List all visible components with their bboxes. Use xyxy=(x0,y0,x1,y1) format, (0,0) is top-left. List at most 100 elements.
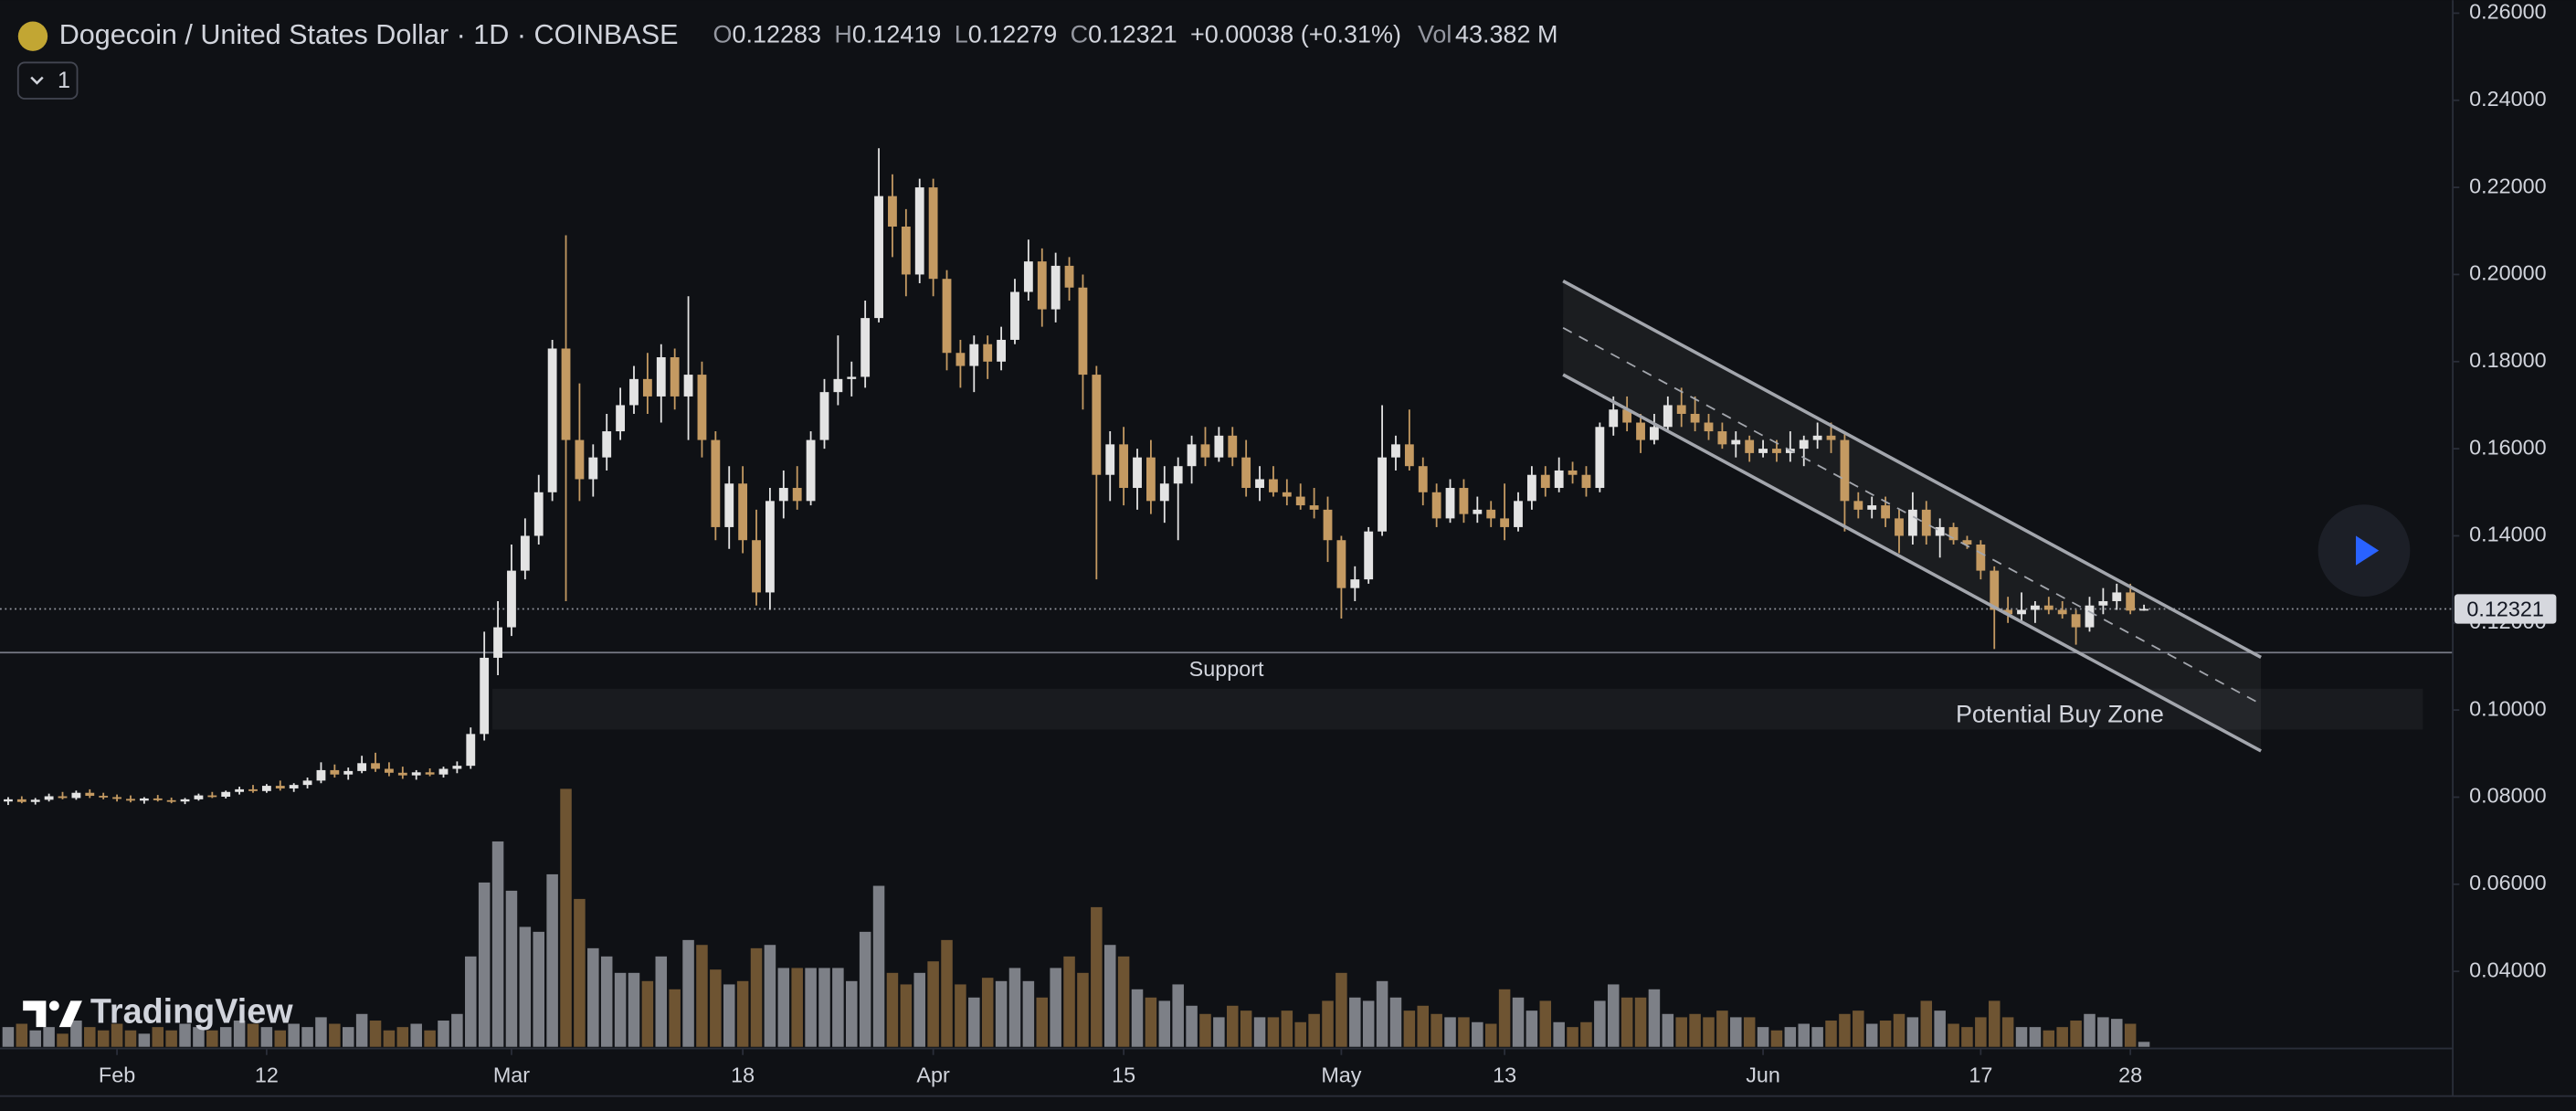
candle-body xyxy=(397,772,407,776)
volume-bar xyxy=(1580,1021,1592,1047)
volume-bar xyxy=(2111,1019,2123,1047)
candle-body xyxy=(1187,444,1197,467)
volume-bar xyxy=(396,1027,409,1047)
volume-bar xyxy=(2029,1027,2042,1047)
candle-body xyxy=(1962,540,1972,545)
logo-mark xyxy=(23,1000,47,1028)
volume-bar xyxy=(805,968,817,1047)
candle-body xyxy=(371,763,380,769)
price-tag-label: 0.12321 xyxy=(2466,597,2544,620)
candle-body xyxy=(452,766,462,769)
candle-body xyxy=(1948,526,1958,541)
candle-body xyxy=(1282,492,1292,497)
indicator-toggle[interactable]: 1 xyxy=(16,61,79,100)
candle-body xyxy=(969,344,979,366)
candle-body xyxy=(1010,291,1019,340)
candle-body xyxy=(2126,592,2136,611)
y-tick-label: 0.14000 xyxy=(2469,523,2546,546)
volume-bar xyxy=(1458,1017,1470,1047)
toggle-box[interactable] xyxy=(16,61,79,100)
volume-bar xyxy=(233,1021,246,1047)
candle-body xyxy=(1650,427,1659,440)
volume-bar xyxy=(1294,1021,1306,1047)
volume-bar xyxy=(1077,972,1089,1047)
candle-body xyxy=(656,357,666,397)
candle-body xyxy=(248,788,258,791)
candle-body xyxy=(847,376,857,379)
x-tick-label: 18 xyxy=(731,1063,755,1086)
candle-body xyxy=(112,797,121,799)
volume-bar xyxy=(1743,1017,1756,1047)
volume-bar xyxy=(1240,1010,1252,1047)
buy-zone-label: Potential Buy Zone xyxy=(1956,701,2164,728)
volume-bar xyxy=(533,931,544,1047)
volume-bar xyxy=(274,1030,287,1047)
candle-body xyxy=(1309,505,1319,510)
candle-body xyxy=(99,796,109,798)
candle-body xyxy=(874,196,883,319)
candle-body xyxy=(983,344,993,362)
volume-bar xyxy=(1879,1021,1892,1047)
volume-bar xyxy=(710,969,722,1047)
candle-body xyxy=(575,439,585,480)
volume-bar xyxy=(342,1027,354,1047)
candle-body xyxy=(1990,570,2000,610)
play-button[interactable] xyxy=(2317,504,2411,597)
candle-body xyxy=(1636,422,1645,440)
candle-body xyxy=(343,770,354,775)
h-label: H xyxy=(834,21,851,48)
candle-body xyxy=(85,792,95,797)
volume-bar xyxy=(1648,989,1661,1047)
candle-body xyxy=(221,791,231,798)
candle-body xyxy=(520,535,530,571)
volume-bar xyxy=(301,1027,313,1047)
candle-body xyxy=(2017,609,2026,615)
volume-bar xyxy=(560,788,572,1047)
y-tick-label: 0.20000 xyxy=(2469,261,2546,285)
candle-body xyxy=(997,339,1007,362)
candle-body xyxy=(166,799,176,802)
volume-bar xyxy=(2070,1021,2082,1047)
candle-body xyxy=(1554,470,1564,489)
volume-bar xyxy=(1186,1005,1198,1047)
volume-bar xyxy=(1036,997,1049,1047)
x-tick-label: Mar xyxy=(493,1063,530,1086)
volume-bar xyxy=(1172,984,1184,1047)
candle-body xyxy=(1609,409,1619,428)
candle-body xyxy=(778,488,788,502)
volume-bar xyxy=(424,1030,436,1047)
volume-bar xyxy=(260,1027,273,1047)
volume-bar xyxy=(1730,1017,1742,1047)
volume-bar xyxy=(1158,1000,1171,1047)
candle-body xyxy=(480,657,490,735)
volume-bar xyxy=(179,1023,191,1047)
y-tick-label: 0.24000 xyxy=(2469,87,2546,111)
candle-body xyxy=(466,734,476,767)
candle-body xyxy=(357,763,367,771)
y-tick-label: 0.08000 xyxy=(2469,784,2546,808)
volume-bar xyxy=(465,956,477,1047)
volume-bar xyxy=(1865,1023,1878,1047)
volume-bar xyxy=(2043,1030,2055,1047)
volume-bar xyxy=(247,1023,259,1047)
volume-bar xyxy=(641,980,654,1047)
y-tick-label: 0.22000 xyxy=(2469,174,2546,197)
x-tick-label: 17 xyxy=(1969,1063,1992,1086)
candle-body xyxy=(1241,457,1251,489)
x-tick-label: 28 xyxy=(2118,1063,2142,1086)
volume-bar xyxy=(886,972,899,1047)
candle-body xyxy=(1540,474,1550,489)
candle-body xyxy=(1391,444,1400,458)
candle-body xyxy=(1745,439,1755,453)
volume-bar xyxy=(1022,980,1035,1047)
volume-bar xyxy=(2056,1027,2068,1047)
candle-body xyxy=(901,227,911,275)
candle-body xyxy=(1663,405,1673,428)
volume-bar xyxy=(1376,980,1388,1047)
candle-body xyxy=(1064,265,1074,288)
volume-bar xyxy=(329,1023,341,1047)
volume-bar xyxy=(1621,997,1633,1047)
candle-body xyxy=(425,772,435,775)
candle-body xyxy=(1704,422,1714,432)
volume-bar xyxy=(219,1027,232,1047)
